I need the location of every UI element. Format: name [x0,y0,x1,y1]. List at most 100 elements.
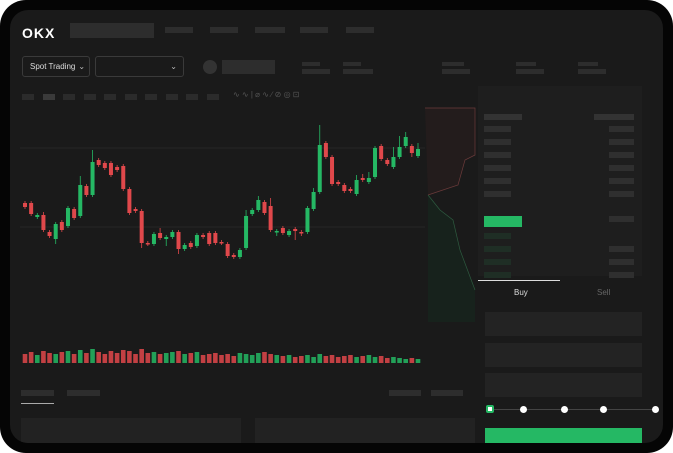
filter-button[interactable] [431,390,463,396]
candle [391,157,396,167]
spread [609,216,634,222]
slider-step[interactable] [600,406,607,413]
volume-bar [274,355,280,363]
candle [164,237,169,239]
volume-bar [366,355,372,363]
volume-bar [299,356,304,363]
timeframe-button[interactable] [206,94,219,100]
tab-open-orders[interactable] [21,390,54,396]
candle [84,186,89,195]
candle [366,178,371,182]
coin-icon [203,60,217,74]
volume-bar [213,353,218,363]
nav-item[interactable] [255,27,285,33]
volume-bar [262,352,267,363]
candle [397,147,402,157]
bid-size [609,259,634,265]
bid-size [609,272,634,278]
market-type-select[interactable]: Spot Trading ⌄ [22,56,90,77]
volume-bar [71,354,77,363]
amount-input[interactable] [485,343,642,367]
volume-bar [102,354,108,363]
candle [237,250,242,257]
stat-value [302,69,330,74]
tab-order-history[interactable] [67,390,100,396]
volume-bar [28,352,34,363]
candle [293,229,298,231]
slider-step[interactable] [561,406,568,413]
last-price [484,216,522,227]
timeframe-button[interactable] [83,94,96,100]
timeframe-button[interactable] [165,94,178,100]
volume-bar [188,353,194,363]
candle [194,235,199,246]
ask-price [484,178,511,184]
timeframe-button[interactable] [186,94,198,100]
timeframe-button[interactable] [124,94,137,100]
volume-bar [403,359,409,363]
timeframe-button[interactable] [145,94,157,100]
candle [336,182,341,184]
stat-label [516,62,536,66]
total-input[interactable] [485,373,642,397]
bid-price [484,272,511,278]
volume-bar [206,354,212,363]
volume-bar [120,350,126,363]
nav-item[interactable] [300,27,328,33]
stat-value [442,69,470,74]
stat-label [302,62,320,66]
candle [360,178,365,180]
order-book [478,86,642,278]
candle [139,211,144,243]
price-chart[interactable] [10,10,663,443]
nav-item[interactable] [165,27,193,33]
nav-item[interactable] [346,27,374,33]
bid-size [609,246,634,252]
volume-bar [317,354,323,363]
search-bar[interactable] [70,23,154,38]
price-input[interactable] [485,312,642,336]
indicator-icon[interactable]: ∿ ∿ | ⌀ ∿ ∕ ⊘ ◎ ⊡ [233,90,300,99]
slider-handle[interactable] [486,405,494,413]
timeframe-button[interactable] [42,94,55,100]
volume-bar [157,354,163,363]
timeframe-button[interactable] [22,94,34,100]
volume-bar [378,356,384,363]
candle [170,232,175,237]
slider-step[interactable] [652,406,659,413]
timeframe-button[interactable] [63,94,75,100]
slider-step[interactable] [520,406,527,413]
filter-button[interactable] [389,390,421,396]
timeframe-button[interactable] [104,94,116,100]
candle [379,146,384,159]
orders-panel [21,418,241,443]
bid-price [484,259,511,265]
ask-price [484,126,511,132]
candle [78,185,83,216]
ask-size [609,178,634,184]
bid-price [484,233,511,239]
candle [65,208,70,226]
candle [354,180,359,194]
candle [373,148,378,177]
volume-bar [34,355,40,363]
candle [409,146,414,153]
volume-bar [114,353,120,363]
chevron-down-icon: ⌄ [78,61,86,71]
tab-sell[interactable]: Sell [597,288,611,297]
volume-bar [176,351,181,363]
ask-size [609,139,634,145]
volume-bar [41,351,46,363]
candle [213,233,218,243]
candle [102,163,107,168]
candle [133,209,138,211]
buy-button[interactable] [485,428,642,443]
nav-item[interactable] [210,27,238,33]
volume-bar [200,355,206,363]
tab-buy[interactable]: Buy [514,288,528,297]
ask-size [609,126,634,132]
volume-bar [268,354,273,363]
pair-select[interactable]: ⌄ [95,56,184,77]
volume-bar [47,353,52,363]
slider-track[interactable] [490,409,656,410]
